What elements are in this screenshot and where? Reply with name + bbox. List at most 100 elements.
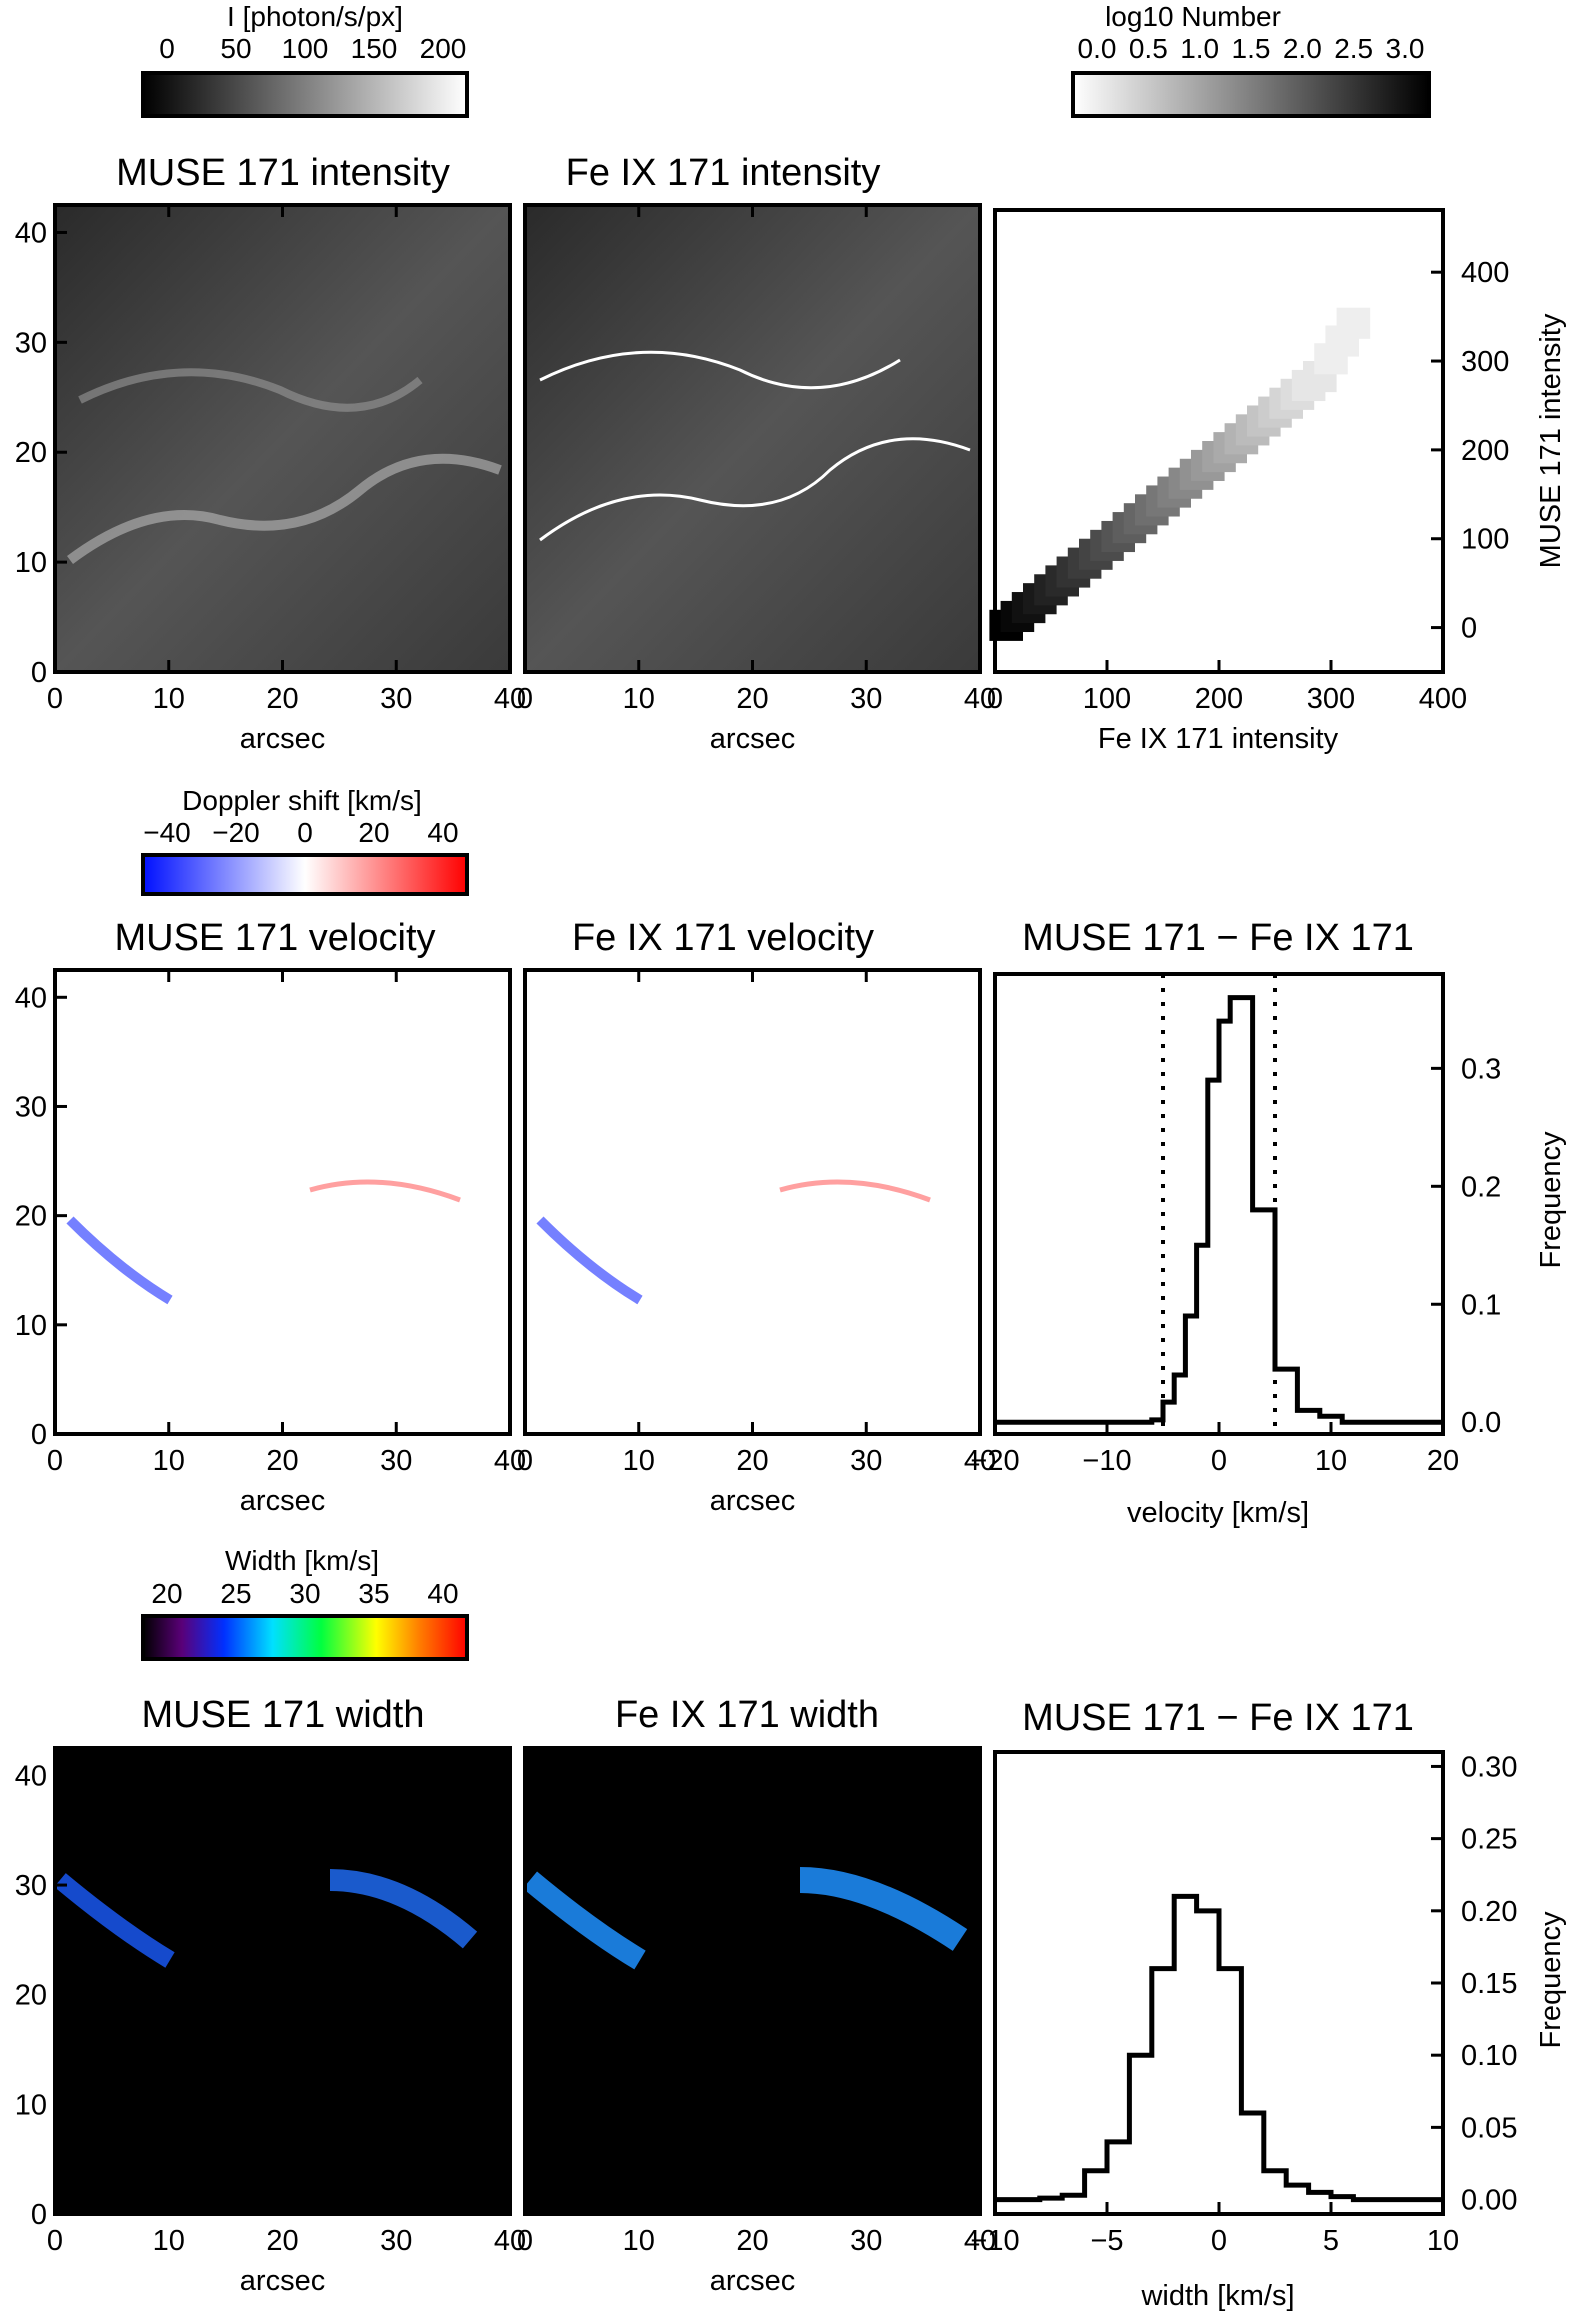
colorbar-width: Width [km/s] 20 25 30 35 40 bbox=[141, 1545, 469, 1661]
x-axis-label: arcsec bbox=[240, 1485, 325, 1517]
x-tick-label: 40 bbox=[494, 683, 526, 715]
velocity-map-image bbox=[55, 970, 510, 1434]
x-tick-label: −20 bbox=[970, 1445, 1019, 1477]
redshift-feature bbox=[779, 1179, 931, 1203]
colorbar-doppler-label: Doppler shift [km/s] bbox=[182, 785, 422, 816]
y-tick-label: 100 bbox=[1461, 524, 1509, 556]
velocity-map-image bbox=[525, 970, 980, 1434]
panel-title: MUSE 171 − Fe IX 171 bbox=[1022, 1697, 1414, 1739]
x-axis-label: arcsec bbox=[710, 723, 795, 755]
histogram-frame bbox=[993, 1750, 1445, 2216]
width-hist-ylabel: Frequency bbox=[1535, 1911, 1567, 2049]
panel-title: Fe IX 171 velocity bbox=[572, 917, 874, 959]
x-tick-label: 0 bbox=[517, 1445, 533, 1477]
contour-line bbox=[539, 350, 901, 390]
x-tick-label: 200 bbox=[1195, 683, 1243, 715]
y-tick-label: 0.20 bbox=[1461, 1896, 1517, 1928]
intensity-map-image bbox=[55, 205, 510, 672]
colorbar-tick-label: 0.5 bbox=[1129, 33, 1168, 64]
x-tick-label: 30 bbox=[850, 2225, 882, 2257]
y-tick-label: 0.05 bbox=[1461, 2112, 1517, 2144]
x-tick-label: 40 bbox=[494, 1445, 526, 1477]
x-tick-label: 40 bbox=[494, 2225, 526, 2257]
colorbar-tick-label: 40 bbox=[427, 1578, 458, 1609]
x-tick-label: 0 bbox=[47, 683, 63, 715]
colorbar-lognum-label: log10 Number bbox=[1105, 1, 1281, 32]
y-tick-label: 0 bbox=[31, 657, 47, 689]
colorbar-tick-label: 0.0 bbox=[1078, 33, 1117, 64]
y-tick-label: 40 bbox=[15, 1760, 47, 1792]
y-tick-label: 400 bbox=[1461, 257, 1509, 289]
colorbar-lognum: log10 Number 0.0 0.5 1.0 1.5 2.0 2.5 3.0 bbox=[1071, 1, 1431, 118]
colorbar-lognum-bar bbox=[1071, 71, 1431, 118]
histogram-frame bbox=[993, 972, 1445, 1436]
x-tick-label: 10 bbox=[1315, 1445, 1347, 1477]
colorbar-tick-label: 3.0 bbox=[1386, 33, 1425, 64]
y-tick-label: 10 bbox=[15, 1310, 47, 1342]
x-tick-label: 10 bbox=[153, 1445, 185, 1477]
colorbar-tick-label: 0 bbox=[159, 33, 175, 64]
y-tick-label: 200 bbox=[1461, 435, 1509, 467]
x-tick-label: 20 bbox=[266, 1445, 298, 1477]
x-tick-label: 400 bbox=[1419, 683, 1467, 715]
colorbar-intensity-bar bbox=[141, 71, 469, 118]
colorbar-tick-label: −40 bbox=[143, 817, 191, 848]
colorbar-tick-label: 0 bbox=[297, 817, 313, 848]
x-tick-label: 10 bbox=[623, 2225, 655, 2257]
x-tick-label: 0 bbox=[517, 2225, 533, 2257]
y-tick-label: 0 bbox=[31, 1419, 47, 1451]
x-tick-label: 20 bbox=[1427, 1445, 1459, 1477]
x-tick-label: 0 bbox=[1211, 2225, 1227, 2257]
panel-title: Fe IX 171 intensity bbox=[566, 152, 881, 194]
panel-fe-intensity: Fe IX 171 intensity bbox=[523, 152, 982, 674]
y-tick-label: 0 bbox=[31, 2199, 47, 2231]
x-tick-label: 20 bbox=[736, 1445, 768, 1477]
histogram-step-line bbox=[995, 1893, 1443, 2203]
panel-muse-velocity: MUSE 171 velocity bbox=[53, 917, 512, 1436]
x-tick-label: 20 bbox=[736, 683, 768, 715]
y-tick-label: 40 bbox=[15, 217, 47, 249]
panel-velocity-histogram: MUSE 171 − Fe IX 171 −20 −10 0 10 200.0 0.1 0.… bbox=[970, 917, 1567, 1529]
colorbar-tick-label: 20 bbox=[358, 817, 389, 848]
velocity-hist-xlabel: velocity [km/s] bbox=[1127, 1497, 1309, 1529]
x-tick-label: 0 bbox=[1211, 1445, 1227, 1477]
colorbar-width-bar bbox=[141, 1614, 469, 1661]
x-axis-label: arcsec bbox=[710, 2265, 795, 2297]
contour-line bbox=[539, 437, 971, 542]
x-tick-label: 40 bbox=[964, 2225, 996, 2257]
y-tick-label: 30 bbox=[15, 1091, 47, 1123]
colorbar-intensity: I [photon/s/px] 0 50 100 150 200 bbox=[141, 1, 469, 118]
velocity-hist-ylabel: Frequency bbox=[1535, 1131, 1567, 1269]
x-tick-label: 0 bbox=[987, 683, 1003, 715]
blueshift-feature bbox=[66, 1216, 173, 1305]
x-tick-label: 40 bbox=[964, 1445, 996, 1477]
y-tick-label: 0.25 bbox=[1461, 1824, 1517, 1856]
x-tick-label: 10 bbox=[1427, 2225, 1459, 2257]
width-feature bbox=[799, 1867, 968, 1951]
y-tick-label: 30 bbox=[15, 327, 47, 359]
panel-title: MUSE 171 velocity bbox=[114, 917, 435, 959]
x-tick-label: 0 bbox=[47, 2225, 63, 2257]
x-tick-label: −10 bbox=[1082, 1445, 1131, 1477]
x-tick-label: 5 bbox=[1323, 2225, 1339, 2257]
panel-width-histogram: MUSE 171 − Fe IX 171 −10 −5 0 5 100.00 0.05 0.… bbox=[970, 1697, 1567, 2312]
colorbar-tick-label: 200 bbox=[420, 33, 467, 64]
colorbar-tick-label: −20 bbox=[212, 817, 260, 848]
x-tick-label: 10 bbox=[153, 2225, 185, 2257]
colorbar-tick-label: 20 bbox=[151, 1578, 182, 1609]
colorbar-tick-label: 40 bbox=[427, 817, 458, 848]
y-tick-label: 0.1 bbox=[1461, 1289, 1501, 1321]
x-tick-label: 300 bbox=[1307, 683, 1355, 715]
colorbar-tick-label: 50 bbox=[220, 33, 251, 64]
x-tick-label: 10 bbox=[623, 1445, 655, 1477]
y-tick-label: 10 bbox=[15, 547, 47, 579]
colorbar-tick-label: 150 bbox=[351, 33, 398, 64]
panel-muse-width: MUSE 171 width bbox=[53, 1694, 512, 2216]
colorbar-doppler-bar bbox=[141, 853, 469, 896]
x-tick-label: 30 bbox=[850, 1445, 882, 1477]
colorbar-width-label: Width [km/s] bbox=[225, 1545, 379, 1576]
colorbar-tick-label: 100 bbox=[282, 33, 329, 64]
y-tick-label: 0.3 bbox=[1461, 1053, 1501, 1085]
width-hist-xlabel: width [km/s] bbox=[1140, 2280, 1294, 2312]
